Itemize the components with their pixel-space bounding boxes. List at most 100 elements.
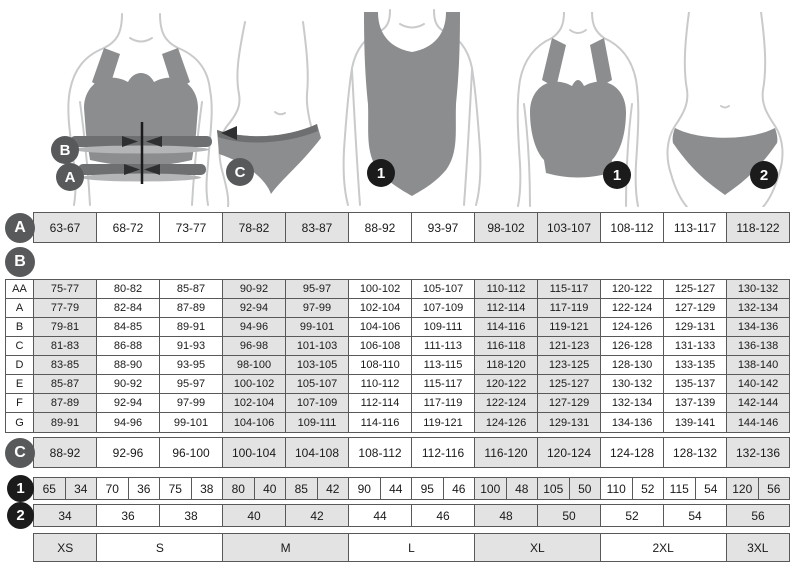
cell: 138-140 <box>727 356 789 374</box>
figure-badge-2-panty: 2 <box>750 161 778 189</box>
row-a-strip: 63-67 68-72 73-77 78-82 83-87 88-92 93-97 98-10… <box>33 212 790 243</box>
cell: 137-139 <box>664 394 727 412</box>
cell: 85-87 <box>160 280 223 298</box>
cell: 92-96 <box>97 438 160 467</box>
cell: 111-113 <box>412 337 475 355</box>
cell: 124-128 <box>601 438 664 467</box>
table-row: C 81-83 86-88 91-93 96-98 101-103 106-108 111-1… <box>6 337 789 356</box>
cell: 56 <box>758 478 789 499</box>
cell: 112-116 <box>412 438 475 467</box>
cell: 88-92 <box>34 438 97 467</box>
row-c-label-badge: C <box>5 438 35 468</box>
cell: 123-125 <box>538 356 601 374</box>
cell: 34 <box>65 478 97 499</box>
cell: 92-94 <box>97 394 160 412</box>
row-label: A <box>6 299 34 317</box>
cell: 90-92 <box>223 280 286 298</box>
cell: 144-146 <box>727 413 789 432</box>
cell: 96-98 <box>223 337 286 355</box>
cell: 114-116 <box>349 413 412 432</box>
bra-illustration <box>516 11 640 207</box>
cell: 130-132 <box>727 280 789 298</box>
cell: 89-91 <box>34 413 97 432</box>
cell: 90 <box>349 478 381 499</box>
cell: 134-136 <box>601 413 664 432</box>
cell: 107-109 <box>412 299 475 317</box>
cell: 44 <box>381 478 412 499</box>
cell: 98-102 <box>475 213 538 242</box>
cell: 103-107 <box>538 213 601 242</box>
cell: 110-112 <box>475 280 538 298</box>
cell: 97-99 <box>160 394 223 412</box>
cell: 104-108 <box>286 438 349 467</box>
cell: 117-119 <box>412 394 475 412</box>
cell: 115-117 <box>538 280 601 298</box>
row-2-label-badge: 2 <box>7 502 34 529</box>
cell: 46 <box>444 478 475 499</box>
cell: 97-99 <box>286 299 349 317</box>
cell: 95-97 <box>286 280 349 298</box>
cell: 125-127 <box>664 280 727 298</box>
cell: 54 <box>664 505 727 526</box>
cell: 79-81 <box>34 318 97 336</box>
cell: 42 <box>286 505 349 526</box>
cell: 128-132 <box>664 438 727 467</box>
cell: 120-124 <box>538 438 601 467</box>
figure-badge-1-bra: 1 <box>603 161 631 189</box>
cell: 119-121 <box>538 318 601 336</box>
cell: 120-122 <box>475 375 538 393</box>
cell: 104-106 <box>223 413 286 432</box>
size-cell: L <box>349 534 475 561</box>
size-cell: M <box>223 534 350 561</box>
cell: 54 <box>696 478 727 499</box>
cell: 38 <box>192 478 223 499</box>
bodysuit-figure <box>330 8 495 206</box>
cell: 90-92 <box>97 375 160 393</box>
cell: 122-124 <box>601 299 664 317</box>
cell: 87-89 <box>160 299 223 317</box>
cell: 129-131 <box>664 318 727 336</box>
cell: 88-90 <box>97 356 160 374</box>
cell: 108-112 <box>349 438 412 467</box>
table-b: AA 75-77 80-82 85-87 90-92 95-97 100-102 105-10… <box>5 279 790 433</box>
cell: 112-114 <box>349 394 412 412</box>
row-1-label-badge: 1 <box>7 475 34 502</box>
cell: 131-133 <box>664 337 727 355</box>
row-label: E <box>6 375 34 393</box>
panty-measure-figure <box>215 12 325 208</box>
cell: 128-130 <box>601 356 664 374</box>
row-a-label-badge: A <box>5 213 35 243</box>
cell: 95 <box>412 478 444 499</box>
bra-measure-illustration <box>67 13 213 206</box>
cell: 119-121 <box>412 413 475 432</box>
figure-badge-a: A <box>56 163 84 191</box>
cell: 94-96 <box>97 413 160 432</box>
cell: 112-114 <box>475 299 538 317</box>
cell: 113-115 <box>412 356 475 374</box>
figure-badge-b: B <box>51 136 79 164</box>
cell: 115 <box>664 478 696 499</box>
cell: 75 <box>160 478 192 499</box>
cell: 48 <box>475 505 538 526</box>
cell: 117-119 <box>538 299 601 317</box>
cell: 132-136 <box>727 438 789 467</box>
cell: 102-104 <box>223 394 286 412</box>
cell: 124-126 <box>475 413 538 432</box>
bra-figure <box>500 11 655 207</box>
row-c-strip: 88-92 92-96 96-100 100-104 104-108 108-112 112… <box>33 437 790 468</box>
cell: 70 <box>97 478 129 499</box>
cell: 40 <box>254 478 286 499</box>
panty-illustration <box>666 11 784 208</box>
cell: 121-123 <box>538 337 601 355</box>
cell: 105-107 <box>412 280 475 298</box>
cell: 120-122 <box>601 280 664 298</box>
cell: 63-67 <box>34 213 97 242</box>
cell: 92-94 <box>223 299 286 317</box>
cell: 103-105 <box>286 356 349 374</box>
cell: 120 <box>727 478 759 499</box>
table-row: D 83-85 88-90 93-95 98-100 103-105 108-110 113-… <box>6 356 789 375</box>
cell: 136-138 <box>727 337 789 355</box>
cell: 107-109 <box>286 394 349 412</box>
panty-measure-illustration <box>217 21 321 208</box>
